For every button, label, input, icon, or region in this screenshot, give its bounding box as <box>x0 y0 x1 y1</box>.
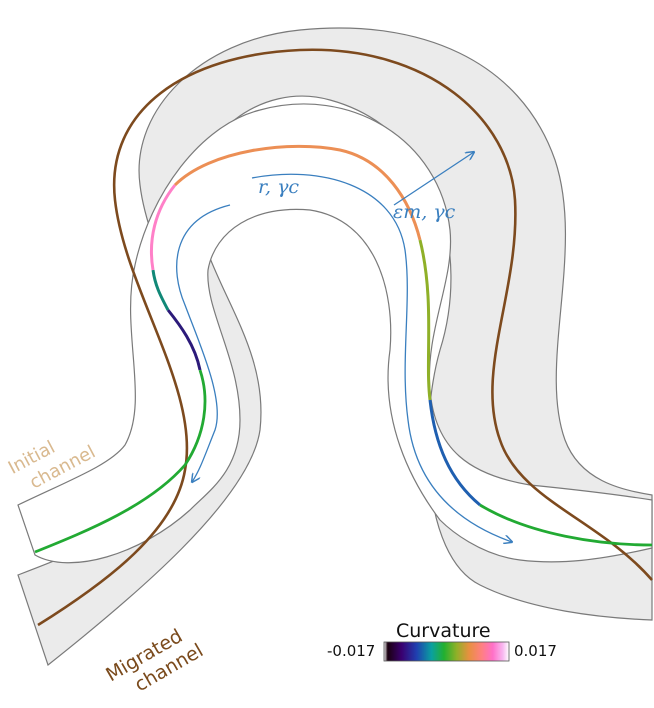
initial-centerline-pink-segment <box>149 184 177 271</box>
initial-centerline-purple-segment <box>166 309 202 371</box>
normal-migration-arrow <box>393 152 474 206</box>
colorbar-title: Curvature <box>396 620 491 642</box>
colorbar-min-label: -0.017 <box>327 642 375 660</box>
initial-centerline-right-tail <box>479 503 653 547</box>
initial-centerline-right-segment <box>418 239 432 401</box>
inner-arrow-label: r, γc <box>258 176 299 198</box>
initial-channel-band <box>17 103 653 564</box>
initial-centerline-apex-segment <box>173 144 422 241</box>
colorbar-max-label: 0.017 <box>514 642 557 660</box>
initial-centerline-blue-segment <box>428 399 481 507</box>
migrated-centerline <box>37 48 653 627</box>
outer-arrow-label: εm, γc <box>393 201 456 223</box>
initial-centerline-left <box>34 369 207 554</box>
initial-centerline-teal-segment <box>151 269 170 311</box>
outer-migration-arrow <box>251 173 512 542</box>
colorbar-gradient <box>383 641 510 662</box>
inner-migration-arrow <box>176 204 231 482</box>
